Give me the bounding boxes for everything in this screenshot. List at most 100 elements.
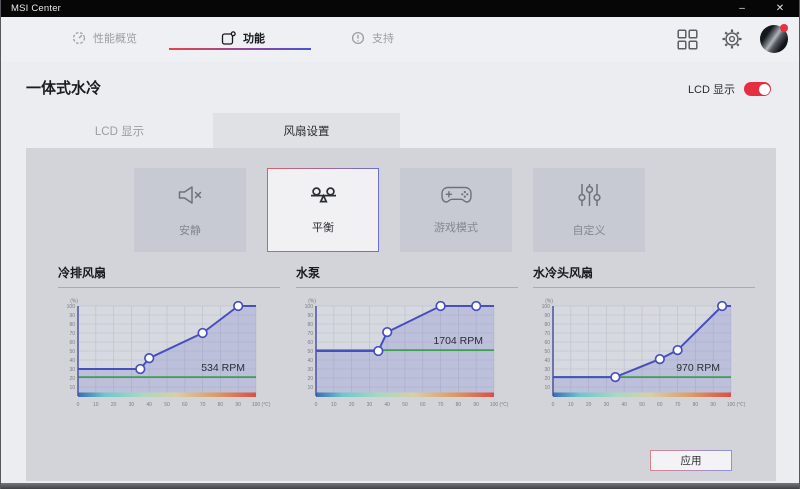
svg-text:80: 80 xyxy=(69,322,75,328)
svg-text:100: 100 xyxy=(252,402,261,408)
sliders-icon xyxy=(577,182,602,213)
support-icon xyxy=(351,31,365,45)
nav-label: 支持 xyxy=(372,33,394,45)
svg-text:50: 50 xyxy=(69,349,75,355)
chart-water-pump: 水泵 100 90 80 70 60 50 40 30 20 10 (%) 0 10 20 30 40 50 60… xyxy=(296,264,518,414)
nav-label: 功能 xyxy=(243,33,265,45)
svg-text:10: 10 xyxy=(69,385,75,391)
lcd-toggle-switch[interactable] xyxy=(744,82,771,96)
page: 一体式水冷 LCD 显示 LCD 显示 风扇设置 安静 xyxy=(1,62,799,483)
svg-text:80: 80 xyxy=(456,402,462,408)
svg-text:30: 30 xyxy=(367,402,373,408)
notification-dot xyxy=(780,24,788,32)
svg-text:70: 70 xyxy=(438,402,444,408)
svg-text:30: 30 xyxy=(604,402,610,408)
svg-text:970 RPM: 970 RPM xyxy=(676,362,720,374)
svg-text:40: 40 xyxy=(307,358,313,364)
mode-button-quiet[interactable]: 安静 xyxy=(134,168,246,252)
user-avatar[interactable] xyxy=(760,24,788,53)
svg-text:40: 40 xyxy=(544,358,550,364)
svg-text:50: 50 xyxy=(402,402,408,408)
svg-text:100: 100 xyxy=(490,402,499,408)
nav-item-support[interactable]: 支持 xyxy=(351,30,394,46)
svg-text:60: 60 xyxy=(544,340,550,346)
titlebar: MSI Center – ✕ xyxy=(1,0,799,17)
svg-text:40: 40 xyxy=(621,402,627,408)
svg-text:50: 50 xyxy=(639,402,645,408)
fan-curve-chart[interactable]: 100 90 80 70 60 50 40 30 20 10 (%) 0 10 20 30 40 50 60 70 8… xyxy=(533,296,755,414)
svg-text:70: 70 xyxy=(200,402,206,408)
fan-curve-chart[interactable]: 100 90 80 70 60 50 40 30 20 10 (%) 0 10 20 30 40 50 60 70 8… xyxy=(58,296,280,414)
svg-text:90: 90 xyxy=(710,402,716,408)
mode-button-balanced[interactable]: 平衡 xyxy=(267,168,379,252)
svg-text:60: 60 xyxy=(657,402,663,408)
svg-text:70: 70 xyxy=(675,402,681,408)
chart-waterblock-fan: 水冷头风扇 100 90 80 70 60 50 40 30 20 10 (%) 0 10 20 30 40 5… xyxy=(533,264,755,414)
svg-text:50: 50 xyxy=(544,349,550,355)
svg-text:50: 50 xyxy=(164,402,170,408)
mode-button-custom[interactable]: 自定义 xyxy=(533,168,645,252)
svg-text:534 RPM: 534 RPM xyxy=(201,362,245,374)
svg-text:30: 30 xyxy=(129,402,135,408)
apps-grid-icon[interactable] xyxy=(677,29,698,55)
chart-title: 水冷头风扇 xyxy=(533,264,755,288)
svg-text:10: 10 xyxy=(93,402,99,408)
navbar: 性能概览 功能 支持 xyxy=(1,17,799,62)
svg-text:70: 70 xyxy=(69,331,75,337)
svg-text:80: 80 xyxy=(218,402,224,408)
apply-button[interactable]: 应用 xyxy=(650,450,732,471)
svg-text:(%): (%) xyxy=(308,299,316,305)
svg-text:(℃): (℃) xyxy=(262,402,271,408)
svg-text:100: 100 xyxy=(727,402,736,408)
svg-text:10: 10 xyxy=(568,402,574,408)
svg-text:20: 20 xyxy=(307,376,313,382)
fan-settings-panel: 安静 平衡 xyxy=(26,148,776,481)
svg-text:(%): (%) xyxy=(70,299,78,305)
fan-curve-chart[interactable]: 100 90 80 70 60 50 40 30 20 10 (%) 0 10 20 30 40 50 60 70 8… xyxy=(296,296,518,414)
mode-label: 安静 xyxy=(179,225,201,237)
svg-text:90: 90 xyxy=(235,402,241,408)
active-tab-underline xyxy=(169,48,311,50)
svg-text:20: 20 xyxy=(111,402,117,408)
svg-text:80: 80 xyxy=(544,322,550,328)
svg-text:60: 60 xyxy=(182,402,188,408)
svg-text:100: 100 xyxy=(542,304,551,310)
toggle-knob xyxy=(758,83,770,95)
mode-label: 游戏模式 xyxy=(434,222,478,234)
chart-title: 水泵 xyxy=(296,264,518,288)
gamepad-icon xyxy=(440,185,472,210)
close-button[interactable]: ✕ xyxy=(775,3,785,14)
mode-label: 自定义 xyxy=(572,225,606,237)
nav-item-performance[interactable]: 性能概览 xyxy=(72,30,137,46)
svg-text:90: 90 xyxy=(473,402,479,408)
svg-text:20: 20 xyxy=(544,376,550,382)
svg-text:80: 80 xyxy=(307,322,313,328)
svg-text:30: 30 xyxy=(544,367,550,373)
svg-text:90: 90 xyxy=(544,313,550,319)
svg-text:80: 80 xyxy=(693,402,699,408)
svg-text:10: 10 xyxy=(544,385,550,391)
sub-tabs: LCD 显示 风扇设置 xyxy=(26,113,400,148)
svg-text:100: 100 xyxy=(67,304,76,310)
svg-text:40: 40 xyxy=(384,402,390,408)
mode-button-game[interactable]: 游戏模式 xyxy=(400,168,512,252)
svg-text:40: 40 xyxy=(69,358,75,364)
svg-text:50: 50 xyxy=(307,349,313,355)
svg-text:20: 20 xyxy=(349,402,355,408)
svg-text:10: 10 xyxy=(307,385,313,391)
svg-text:20: 20 xyxy=(69,376,75,382)
chart-radiator-fan: 冷排风扇 100 90 80 70 60 50 40 30 20 10 (%) 0 10 20 30 40 50… xyxy=(58,264,280,414)
gear-icon[interactable] xyxy=(721,28,743,55)
tab-fan-settings[interactable]: 风扇设置 xyxy=(213,113,400,148)
minimize-button[interactable]: – xyxy=(739,3,745,14)
window-bottom-edge xyxy=(1,483,799,489)
mode-label: 平衡 xyxy=(312,221,334,234)
gauge-icon xyxy=(72,31,86,45)
svg-text:40: 40 xyxy=(146,402,152,408)
tab-lcd-display[interactable]: LCD 显示 xyxy=(94,125,145,138)
svg-text:20: 20 xyxy=(586,402,592,408)
svg-text:30: 30 xyxy=(69,367,75,373)
svg-text:100: 100 xyxy=(305,304,314,310)
nav-item-features[interactable]: 功能 xyxy=(221,30,265,46)
lcd-toggle-label: LCD 显示 xyxy=(687,84,735,96)
